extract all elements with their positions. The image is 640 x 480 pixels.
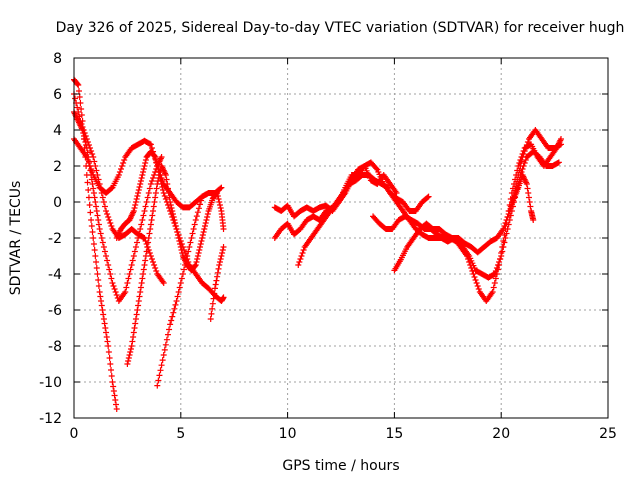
- series-arc5: [113, 148, 227, 304]
- series-arc8: [207, 244, 227, 322]
- plus-markers: [295, 172, 391, 268]
- x-tick-label: 10: [279, 426, 297, 442]
- series-arc11: [295, 172, 391, 268]
- plus-markers: [113, 148, 227, 304]
- series-arc3: [71, 109, 165, 304]
- y-tick-label: 2: [53, 159, 62, 175]
- plus-markers: [207, 244, 227, 322]
- x-tick-label: 0: [70, 426, 79, 442]
- plus-markers: [71, 109, 165, 304]
- chart-title: Day 326 of 2025, Sidereal Day-to-day VTE…: [56, 20, 625, 36]
- y-tick-label: -10: [39, 375, 62, 391]
- series-arc6: [124, 163, 227, 367]
- y-tick-label: 8: [53, 51, 62, 67]
- series-arc15: [506, 172, 537, 223]
- series-arc12: [391, 127, 565, 274]
- x-tick-label: 25: [599, 426, 617, 442]
- y-tick-label: 6: [53, 87, 62, 103]
- plus-markers: [124, 163, 227, 367]
- data-marks: [71, 76, 565, 412]
- y-tick-label: -4: [48, 267, 62, 283]
- x-tick-label: 20: [492, 426, 510, 442]
- y-tick-label: -2: [48, 231, 62, 247]
- y-tick-label: -8: [48, 339, 62, 355]
- plus-markers: [154, 190, 212, 389]
- grid: [74, 58, 608, 418]
- y-tick-label: 4: [53, 123, 62, 139]
- series-arc7: [154, 190, 212, 389]
- plus-markers: [506, 172, 537, 223]
- x-tick-label: 5: [176, 426, 185, 442]
- axis-ticks: 0 5 10 15 20 25 -12 -10 -8 -6 -4 -2 0 2 4 6 8: [39, 51, 617, 442]
- y-axis-label: SDTVAR / TECUs: [8, 181, 24, 296]
- x-axis-label: GPS time / hours: [282, 458, 399, 474]
- series-arc9: [271, 159, 432, 220]
- plus-markers: [391, 127, 565, 274]
- y-tick-label: -12: [39, 411, 62, 427]
- y-tick-label: 0: [53, 195, 62, 211]
- x-tick-label: 15: [385, 426, 403, 442]
- y-tick-label: -6: [48, 303, 62, 319]
- plus-markers: [271, 159, 432, 220]
